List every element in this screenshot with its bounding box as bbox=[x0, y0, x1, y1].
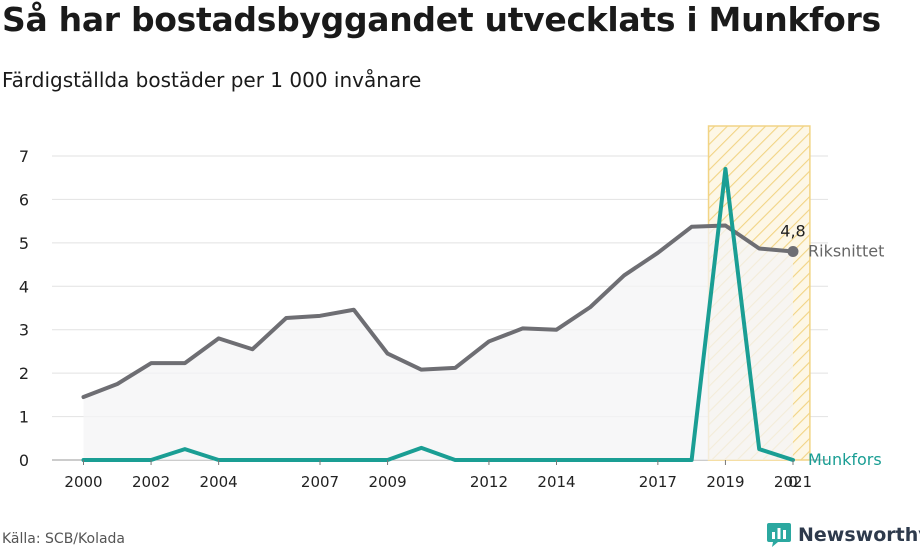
x-tick-label: 2019 bbox=[706, 473, 744, 491]
source-note: Källa: SCB/Kolada bbox=[2, 531, 126, 547]
chart-title: Så har bostadsbyggandet utvecklats i Mun… bbox=[2, 0, 881, 39]
chart-subtitle: Färdigställda bostäder per 1 000 invånar… bbox=[2, 68, 422, 92]
line-chart: 0 1 2 3 4 5 6 7 2000 2002 2004 2007 2009 2012 2014 201… bbox=[19, 125, 884, 491]
y-tick-label: 3 bbox=[19, 321, 29, 340]
x-tick-label: 2002 bbox=[132, 473, 170, 491]
x-tick-label: 2000 bbox=[64, 473, 102, 491]
y-tick-label: 7 bbox=[19, 147, 29, 166]
x-tick-label: 2012 bbox=[470, 473, 508, 491]
y-tick-label: 6 bbox=[19, 190, 29, 209]
y-tick-label: 0 bbox=[19, 451, 29, 470]
riksnittet-end-marker bbox=[787, 246, 799, 258]
brand-name: Newsworthy bbox=[798, 524, 920, 546]
y-tick-label: 4 bbox=[19, 277, 29, 296]
x-tick-label: 2014 bbox=[537, 473, 575, 491]
riksnittet-series-label: Riksnittet bbox=[808, 242, 884, 261]
x-tick-label: 2017 bbox=[639, 473, 677, 491]
y-tick-label: 2 bbox=[19, 364, 29, 383]
y-tick-label: 5 bbox=[19, 234, 29, 253]
munkfors-end-value: 0 bbox=[788, 473, 798, 491]
series-area-0 bbox=[83, 225, 793, 460]
x-tick-label: 2004 bbox=[200, 473, 238, 491]
brand-logo: Newsworthy bbox=[766, 520, 920, 550]
newsworthy-logo-icon bbox=[767, 523, 791, 547]
x-tick-label: 2021 bbox=[774, 473, 812, 491]
x-tick-label: 2007 bbox=[301, 473, 339, 491]
x-tick-label: 2009 bbox=[368, 473, 406, 491]
series-line-0 bbox=[81, 223, 795, 400]
riksnittet-end-value: 4,8 bbox=[780, 222, 805, 241]
munkfors-series-label: Munkfors bbox=[808, 450, 882, 469]
series-line-1 bbox=[81, 167, 795, 462]
y-tick-label: 1 bbox=[19, 408, 29, 427]
